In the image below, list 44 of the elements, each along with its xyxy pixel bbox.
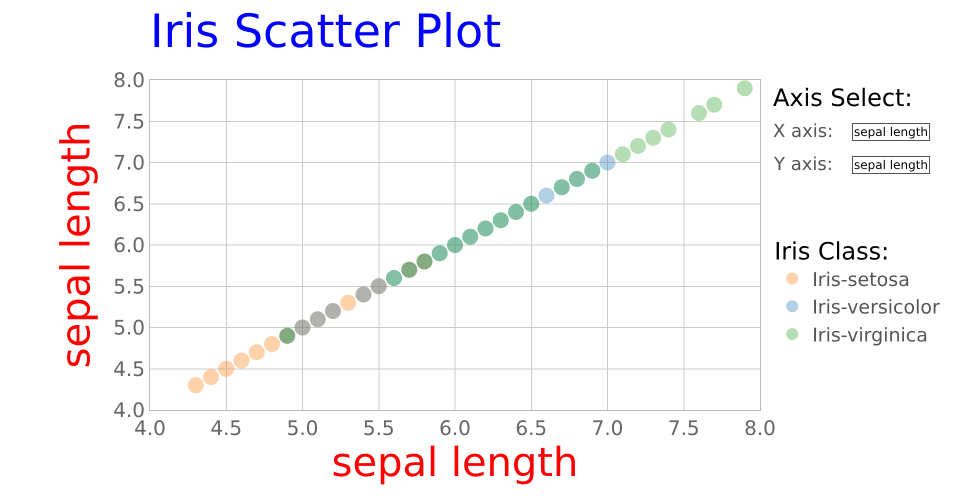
point xyxy=(706,96,722,113)
point xyxy=(234,352,250,368)
y-tick-label: 7.0 xyxy=(113,150,145,174)
y-tick-label: 6.5 xyxy=(113,192,145,216)
y-tick-label: 4.5 xyxy=(113,356,145,381)
y-tick-label: 8.0 xyxy=(113,68,145,92)
y-tick-label: 7.5 xyxy=(113,109,145,134)
x-axis-title: sepal length xyxy=(332,440,578,486)
point xyxy=(691,105,707,121)
x-tick-label: 5.0 xyxy=(286,416,318,440)
point xyxy=(645,130,662,146)
legend-label: Iris-virginica xyxy=(812,324,928,346)
text: Axis Select: xyxy=(773,84,913,112)
point xyxy=(538,188,554,204)
point xyxy=(614,146,631,162)
x-tick-label: 8.0 xyxy=(744,416,776,440)
x-tick-label: 5.5 xyxy=(362,416,395,440)
chart-title: Iris Scatter Plot xyxy=(150,4,502,58)
text: sepal length xyxy=(854,158,928,172)
point xyxy=(736,80,753,96)
x-tick-label: 4.5 xyxy=(210,416,242,440)
point xyxy=(630,138,646,154)
point xyxy=(203,369,219,385)
legend-title: Iris Class: xyxy=(774,238,890,266)
y-axis-title: sepal length xyxy=(54,122,100,368)
text: sepal length xyxy=(854,125,928,139)
point xyxy=(218,360,234,377)
x-tick-label: 6.5 xyxy=(515,416,548,440)
y-tick-label: 6.0 xyxy=(113,233,145,257)
point xyxy=(264,336,280,352)
text: X axis: xyxy=(773,121,834,142)
legend-label: Iris-setosa xyxy=(812,268,910,291)
point xyxy=(660,122,676,138)
point xyxy=(600,154,616,170)
x-tick-label: 7.5 xyxy=(668,416,700,440)
legend-label: Iris-versicolor xyxy=(812,296,940,319)
point xyxy=(340,294,356,311)
point xyxy=(188,377,204,394)
point xyxy=(248,344,265,360)
y-tick-label: 5.5 xyxy=(113,274,145,298)
text: Y axis: xyxy=(773,154,833,175)
x-tick-label: 6.0 xyxy=(439,416,471,440)
x-tick-label: 7.0 xyxy=(592,416,624,440)
y-tick-label: 5.0 xyxy=(113,316,145,340)
